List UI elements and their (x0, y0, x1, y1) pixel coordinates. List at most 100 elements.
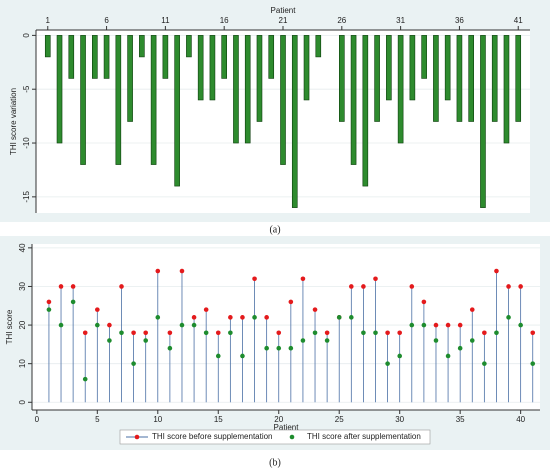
point (119, 330, 124, 336)
caption: (a) (269, 224, 280, 235)
point (469, 338, 475, 343)
y-axis-title: THI score variation (9, 88, 18, 155)
bar (503, 35, 510, 144)
legend-label: THI score after supplementation (307, 432, 421, 441)
point (58, 322, 64, 328)
bar (374, 35, 380, 122)
y-tick-label: -15 (22, 191, 31, 203)
point (276, 330, 282, 336)
y-tick-label: -10 (22, 137, 31, 149)
point (397, 353, 402, 359)
bar (186, 35, 192, 58)
bar (115, 35, 122, 165)
point (252, 315, 257, 320)
point (58, 284, 64, 289)
bar (80, 35, 86, 165)
x-tick-label: 26 (337, 16, 346, 25)
point (324, 338, 330, 343)
bar (92, 35, 98, 79)
x-tick-label: 16 (220, 16, 229, 25)
bar (444, 35, 451, 101)
point (530, 361, 536, 366)
bar (221, 35, 227, 79)
x-tick-label: 41 (514, 16, 523, 25)
point (215, 353, 221, 359)
x-tick-label: 21 (279, 16, 288, 25)
x-tick-label: 31 (396, 16, 405, 25)
point (300, 276, 306, 282)
y-tick-label: 0 (18, 400, 27, 405)
point (240, 315, 245, 320)
bar (127, 35, 133, 122)
point (433, 322, 439, 328)
x-tick-label: 0 (35, 415, 40, 424)
point (336, 315, 342, 320)
point (70, 299, 76, 305)
point (155, 315, 161, 320)
point (191, 315, 197, 320)
point (179, 322, 185, 328)
bar (103, 35, 110, 79)
point (203, 307, 209, 312)
bar (150, 35, 157, 165)
point (167, 345, 173, 351)
point (482, 361, 487, 366)
y-tick-label: 30 (18, 281, 27, 290)
point (397, 330, 402, 336)
bar (397, 35, 404, 144)
point (167, 330, 173, 336)
y-tick-label: 20 (18, 320, 27, 329)
bar (268, 35, 275, 79)
point (518, 322, 523, 328)
point (361, 330, 366, 336)
plot-area (32, 244, 540, 410)
point (506, 315, 511, 320)
point (349, 284, 354, 289)
point (469, 307, 475, 312)
bar (315, 35, 322, 58)
x-tick-label: 30 (395, 415, 404, 424)
y-axis-title: THI score (5, 309, 14, 344)
point (264, 315, 269, 320)
point (119, 284, 124, 289)
bar (303, 35, 310, 101)
point (179, 268, 185, 274)
point (46, 299, 52, 305)
point (143, 338, 148, 343)
point (409, 322, 415, 328)
point (457, 345, 463, 351)
bar (456, 35, 463, 122)
bar (56, 35, 63, 144)
point (312, 330, 318, 336)
point (445, 322, 451, 328)
point (349, 315, 354, 320)
bar (409, 35, 416, 101)
point (228, 315, 233, 320)
point (70, 284, 76, 289)
bar (386, 35, 392, 101)
bar (480, 35, 486, 208)
point (240, 353, 245, 359)
bar (515, 35, 522, 122)
point (82, 330, 88, 336)
x-tick-label: 10 (153, 415, 162, 424)
x-tick-label: 25 (335, 415, 344, 424)
x-tick-label: 35 (456, 415, 465, 424)
point (228, 330, 233, 336)
bar (433, 35, 439, 122)
bar (233, 35, 239, 144)
legend-label: THI score before supplementation (152, 432, 273, 441)
point (288, 299, 294, 305)
bar (291, 35, 298, 208)
x-tick-label: 36 (455, 16, 464, 25)
y-tick-label: 10 (18, 359, 27, 368)
point (506, 284, 511, 289)
point (312, 307, 318, 312)
y-tick-label: -5 (22, 85, 31, 93)
x-tick-label: 15 (214, 415, 223, 424)
point (300, 338, 306, 343)
bar (362, 35, 369, 187)
point (46, 307, 52, 312)
point (518, 284, 523, 289)
